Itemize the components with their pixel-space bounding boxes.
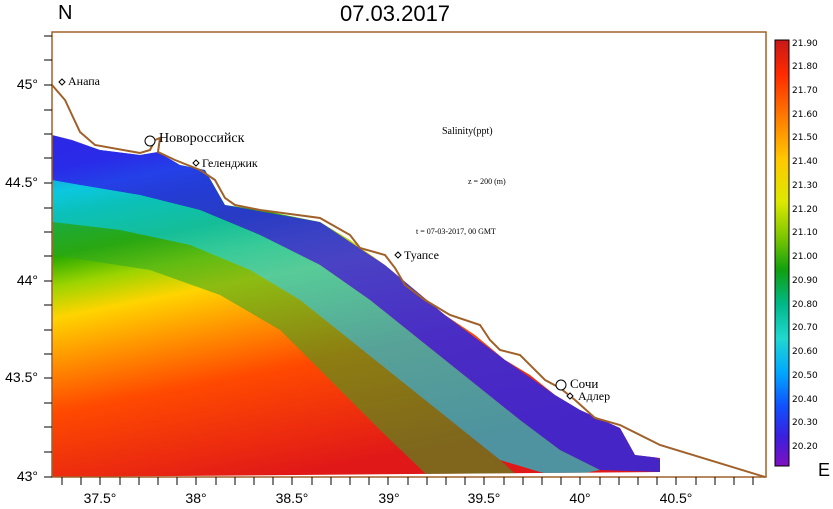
city-label-tuapse: Туапсе	[404, 248, 439, 262]
lon-label-39: 39°	[378, 490, 400, 506]
colorbar-tick: 21.50	[792, 133, 818, 143]
lat-label-44: 44°	[16, 272, 38, 288]
map-title: 07.03.2017	[339, 1, 451, 26]
lon-label-39-5: 39.5°	[467, 490, 501, 506]
city-marker-gelendzhik	[192, 159, 200, 167]
colorbar-tick: 20.70	[792, 323, 818, 333]
lat-ticks	[44, 35, 52, 478]
coastline	[51, 84, 766, 478]
city-marker-novorossiysk	[144, 135, 156, 147]
colorbar-tick: 21.10	[792, 228, 818, 238]
city-label-sochi: Сочи	[570, 376, 599, 391]
lon-label-38-5: 38.5°	[275, 490, 309, 506]
colorbar-tick: 20.20	[792, 442, 818, 452]
city-label-adler: Адлер	[578, 389, 611, 403]
colorbar-tick: 21.70	[792, 86, 818, 96]
colorbar-tick: 21.90	[792, 39, 818, 49]
colorbar-tick: 20.40	[792, 395, 818, 405]
sea-field	[52, 135, 660, 477]
colorbar-tick: 21.40	[792, 157, 818, 167]
lat-label-45: 45°	[16, 76, 38, 92]
colorbar-tick: 21.20	[792, 205, 818, 215]
city-marker-anapa	[58, 78, 66, 86]
depth-annotation: z = 200 (m)	[468, 177, 506, 186]
time-annotation: t = 07-03-2017, 00 GMT	[416, 227, 496, 236]
lon-label-40-5: 40.5°	[659, 490, 693, 506]
colorbar-tick: 21.80	[792, 62, 818, 72]
lon-label-37-5: 37.5°	[83, 490, 117, 506]
colorbar-tick: 21.30	[792, 181, 818, 191]
colorbar-tick: 20.60	[792, 347, 818, 357]
lat-label-43-5: 43.5°	[5, 369, 38, 385]
lon-ticks	[61, 477, 754, 485]
colorbar-tick: 20.50	[792, 371, 818, 381]
lon-label-40: 40°	[569, 490, 591, 506]
colorbar	[774, 39, 790, 467]
map-frame	[51, 31, 767, 478]
city-marker-adler	[566, 392, 574, 400]
city-marker-sochi	[555, 379, 567, 391]
lon-label-38: 38°	[185, 490, 207, 506]
east-label: E	[818, 460, 831, 480]
city-label-novorossiysk: Новороссийск	[159, 131, 245, 146]
north-label: N	[58, 2, 73, 24]
variable-annotation: Salinity(ppt)	[442, 126, 493, 137]
city-label-gelendzhik: Геленджик	[202, 156, 258, 170]
lat-label-43: 43°	[16, 468, 38, 484]
colorbar-tick: 20.90	[792, 276, 818, 286]
colorbar-tick: 21.60	[792, 110, 818, 120]
city-label-anapa: Анапа	[68, 74, 101, 88]
city-markers	[58, 78, 574, 400]
colorbar-tick: 21.00	[792, 252, 818, 262]
colorbar-tick: 20.80	[792, 300, 818, 310]
city-marker-tuapse	[394, 251, 402, 259]
colorbar-tick: 20.30	[792, 418, 818, 428]
lat-label-44-5: 44.5°	[5, 174, 38, 190]
